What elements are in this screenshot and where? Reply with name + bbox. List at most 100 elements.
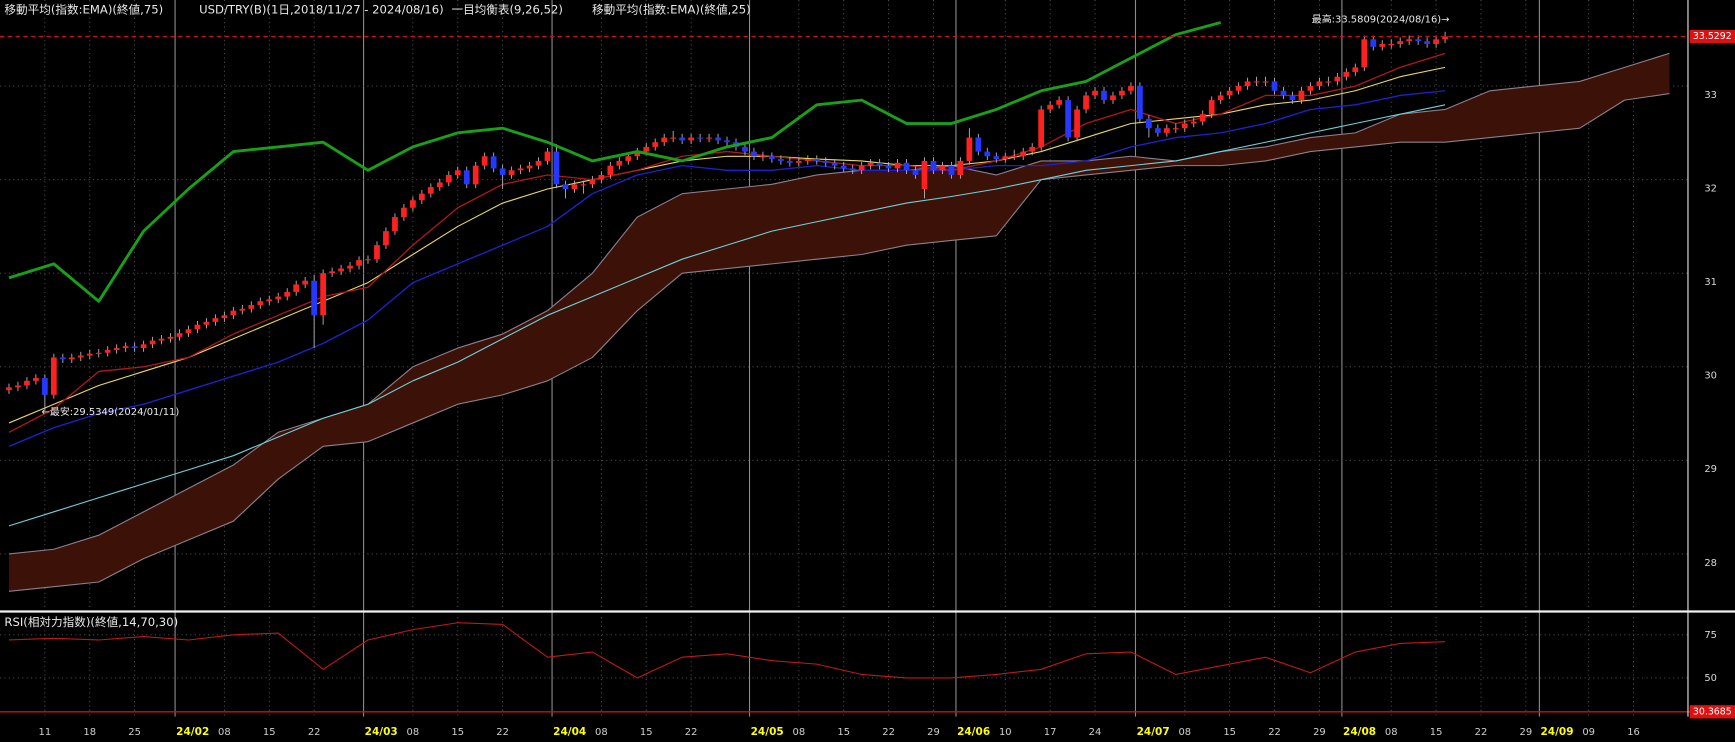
x-tick-label: 15: [451, 727, 464, 738]
indicator-header: USD/TRY(B)(1日,2018/11/27 - 2024/08/16): [199, 2, 443, 16]
x-tick-label: 08: [793, 727, 806, 738]
candle-body: [1253, 81, 1260, 83]
candle-body: [562, 184, 569, 190]
candle-body: [95, 352, 102, 354]
chikou-line: [8, 21, 1222, 303]
month-label: 24/09: [1540, 726, 1573, 738]
month-label: 24/05: [751, 726, 784, 738]
candle-body: [804, 159, 811, 161]
candle-body: [230, 310, 237, 316]
x-tick-label: 08: [1178, 727, 1191, 738]
x-tick-label: 15: [640, 727, 653, 738]
x-tick-label: 15: [837, 727, 850, 738]
indicator-header: 移動平均(指数:EMA)(終値,75): [4, 2, 163, 16]
candle-body: [670, 137, 677, 139]
candle-body: [858, 165, 865, 171]
candle-body: [1163, 128, 1170, 133]
candle-body: [984, 151, 991, 157]
indicator-line: [8, 52, 1446, 433]
x-tick-label: 22: [1268, 727, 1281, 738]
candle-body: [535, 160, 542, 166]
x-tick-label: 08: [218, 727, 231, 738]
x-tick-label: 08: [1385, 727, 1398, 738]
candle-body: [284, 291, 291, 297]
candle-body: [553, 151, 560, 185]
indicator-line: [8, 90, 1446, 447]
candle-body: [15, 385, 21, 388]
y-tick-label: 32: [1704, 184, 1717, 195]
month-label: 24/07: [1137, 726, 1170, 738]
candle-body: [1128, 86, 1134, 91]
candle-body: [697, 137, 703, 139]
candle-body: [795, 160, 802, 163]
candle-body: [1011, 156, 1018, 158]
x-tick-label: 08: [407, 727, 420, 738]
candle-body: [1002, 156, 1009, 160]
candle-body: [966, 137, 973, 161]
candle-body: [706, 137, 712, 139]
candle-body: [1334, 76, 1341, 82]
candle-body: [68, 357, 75, 360]
candle-body: [445, 174, 452, 183]
candle-body: [140, 344, 147, 349]
candle-body: [769, 156, 775, 160]
y-tick-label: 28: [1704, 558, 1717, 569]
candle-body: [401, 207, 407, 218]
candle-body: [113, 348, 120, 350]
candle-body: [104, 349, 111, 353]
candle-body: [1226, 90, 1233, 96]
last-price-tag: [1689, 29, 1735, 44]
candle-body: [1235, 86, 1242, 91]
candle-body: [1137, 86, 1143, 119]
candle-body: [948, 165, 955, 175]
candle-body: [1433, 39, 1439, 44]
candle-body: [786, 160, 793, 163]
x-tick-label: 22: [685, 727, 698, 738]
candle-body: [383, 231, 389, 246]
month-label: 24/02: [176, 726, 209, 738]
indicator-line: [8, 104, 1446, 527]
candle-body: [1379, 43, 1386, 47]
ichimoku-cloud: [8, 53, 1670, 592]
candle-body: [59, 357, 66, 360]
candle-body: [33, 378, 39, 381]
candle-body: [643, 146, 650, 152]
candle-body: [347, 265, 353, 269]
candle-body: [239, 308, 246, 311]
candle-body: [876, 162, 883, 166]
candle-body: [1406, 39, 1413, 42]
x-tick-label: 17: [1044, 727, 1057, 738]
candle-body: [903, 162, 910, 171]
candle-body: [185, 329, 192, 334]
candle-body: [454, 170, 461, 175]
candle-body: [50, 357, 57, 395]
candle-body: [356, 260, 362, 266]
candle-body: [894, 162, 901, 169]
candle-body: [176, 333, 183, 337]
candle-body: [625, 156, 632, 161]
candle-body: [751, 151, 757, 157]
candle-body: [840, 165, 847, 169]
candle-body: [1092, 90, 1098, 96]
x-tick-label: 29: [927, 727, 940, 738]
candle-body: [392, 217, 398, 232]
candle-body: [652, 142, 659, 147]
candle-body: [1110, 95, 1116, 101]
candle-body: [1316, 81, 1323, 87]
y-tick-label: 33: [1704, 90, 1717, 101]
candle-body: [1083, 95, 1089, 110]
indicator-header: 移動平均(指数:EMA)(終値,25): [592, 2, 751, 16]
candle-body: [86, 353, 93, 356]
candle-body: [1074, 109, 1080, 138]
candle-body: [490, 156, 497, 169]
candle-body: [481, 156, 488, 166]
x-tick-label: 22: [1475, 727, 1488, 738]
candle-body: [302, 280, 309, 285]
candle-body: [1415, 39, 1422, 42]
month-label: 24/04: [553, 726, 586, 738]
candle-body: [939, 165, 946, 171]
x-tick-label: 24: [1089, 727, 1102, 738]
x-tick-label: 18: [83, 727, 96, 738]
candle-body: [1190, 121, 1197, 124]
